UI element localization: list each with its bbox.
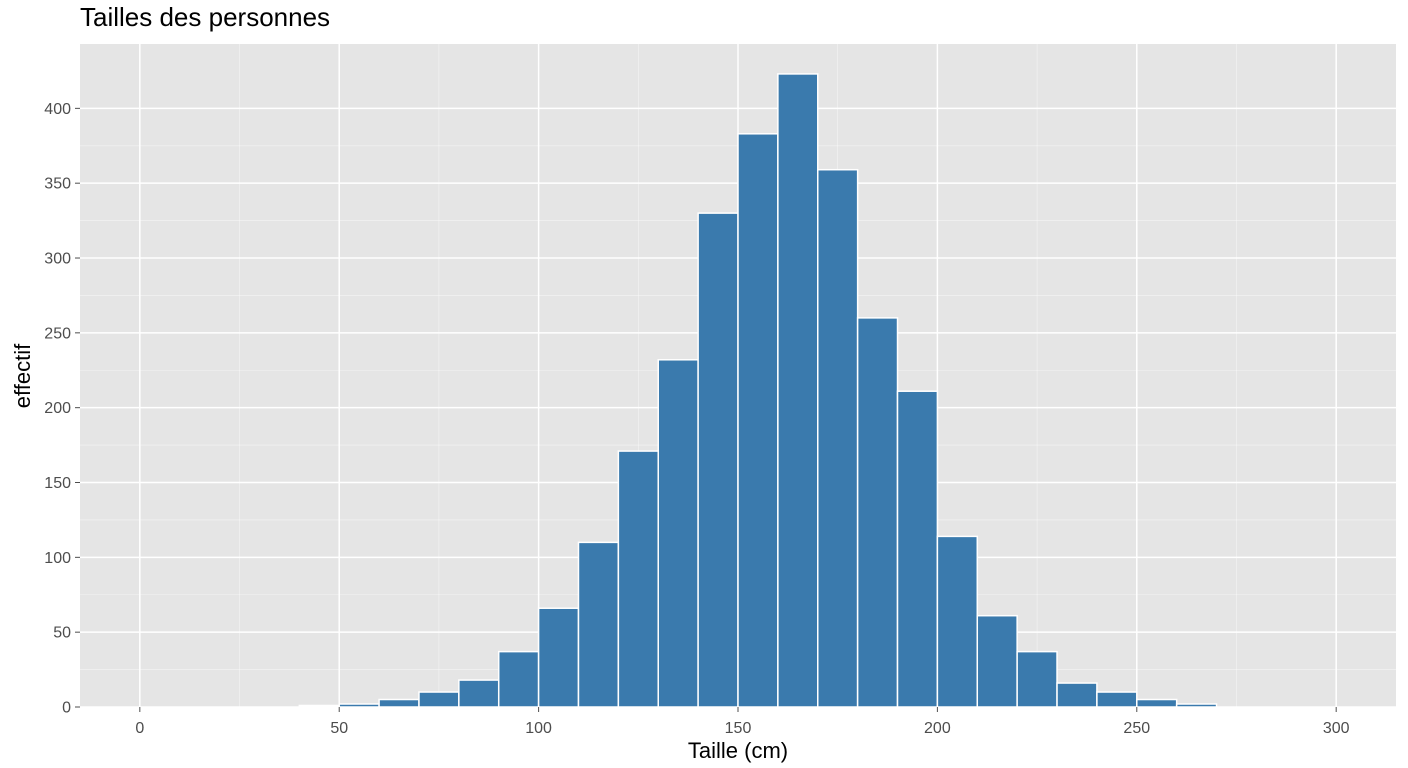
x-tick-label: 150: [725, 720, 752, 737]
histogram-bar: [737, 133, 779, 708]
y-tick-label: 150: [44, 475, 71, 492]
histogram-bar: [896, 390, 939, 708]
histogram-bar: [338, 703, 380, 708]
y-tick-label: 200: [44, 400, 71, 417]
histogram-bar: [1096, 691, 1138, 708]
histogram-bar: [617, 450, 659, 708]
histogram-bar: [537, 607, 580, 708]
y-tick-label: 350: [44, 176, 71, 193]
y-tick-label: 400: [44, 101, 71, 118]
y-axis-title: effectif: [10, 343, 35, 408]
histogram-bar: [378, 698, 420, 708]
x-tick-label: 250: [1123, 720, 1150, 737]
x-tick-label: 300: [1323, 720, 1350, 737]
y-tick-label: 250: [44, 325, 71, 342]
histogram-bar: [657, 359, 699, 708]
y-tick-label: 100: [44, 550, 71, 567]
axes: 0 50 100 150 200 250 300 0 50 100 150 200 250 300 350 4…: [44, 101, 1349, 737]
histogram-bar: [1136, 698, 1178, 708]
x-tick-label: 50: [330, 720, 348, 737]
histogram-bar: [1016, 650, 1058, 708]
y-tick-label: 300: [44, 251, 71, 268]
histogram-bar: [856, 317, 899, 708]
x-axis-title: Taille (cm): [688, 738, 788, 763]
histogram-bar: [1056, 682, 1098, 708]
histogram-bars: [298, 73, 1218, 708]
x-tick-label: 100: [525, 720, 552, 737]
histogram-bar: [936, 535, 979, 708]
histogram-bar: [577, 541, 620, 708]
chart-title: Tailles des personnes: [80, 2, 330, 32]
histogram-bar: [298, 704, 340, 708]
histogram-bar: [418, 691, 460, 708]
histogram-bar: [458, 679, 500, 708]
histogram-bar: [817, 168, 859, 708]
histogram-bar: [777, 73, 819, 708]
histogram-bar: [497, 650, 540, 708]
y-tick-label: 50: [53, 625, 71, 642]
x-tick-label: 200: [924, 720, 951, 737]
histogram-bar: [1175, 703, 1218, 708]
histogram-bar: [697, 212, 739, 708]
x-tick-label: 0: [135, 720, 144, 737]
y-tick-label: 0: [62, 700, 71, 717]
histogram-bar: [976, 614, 1018, 708]
